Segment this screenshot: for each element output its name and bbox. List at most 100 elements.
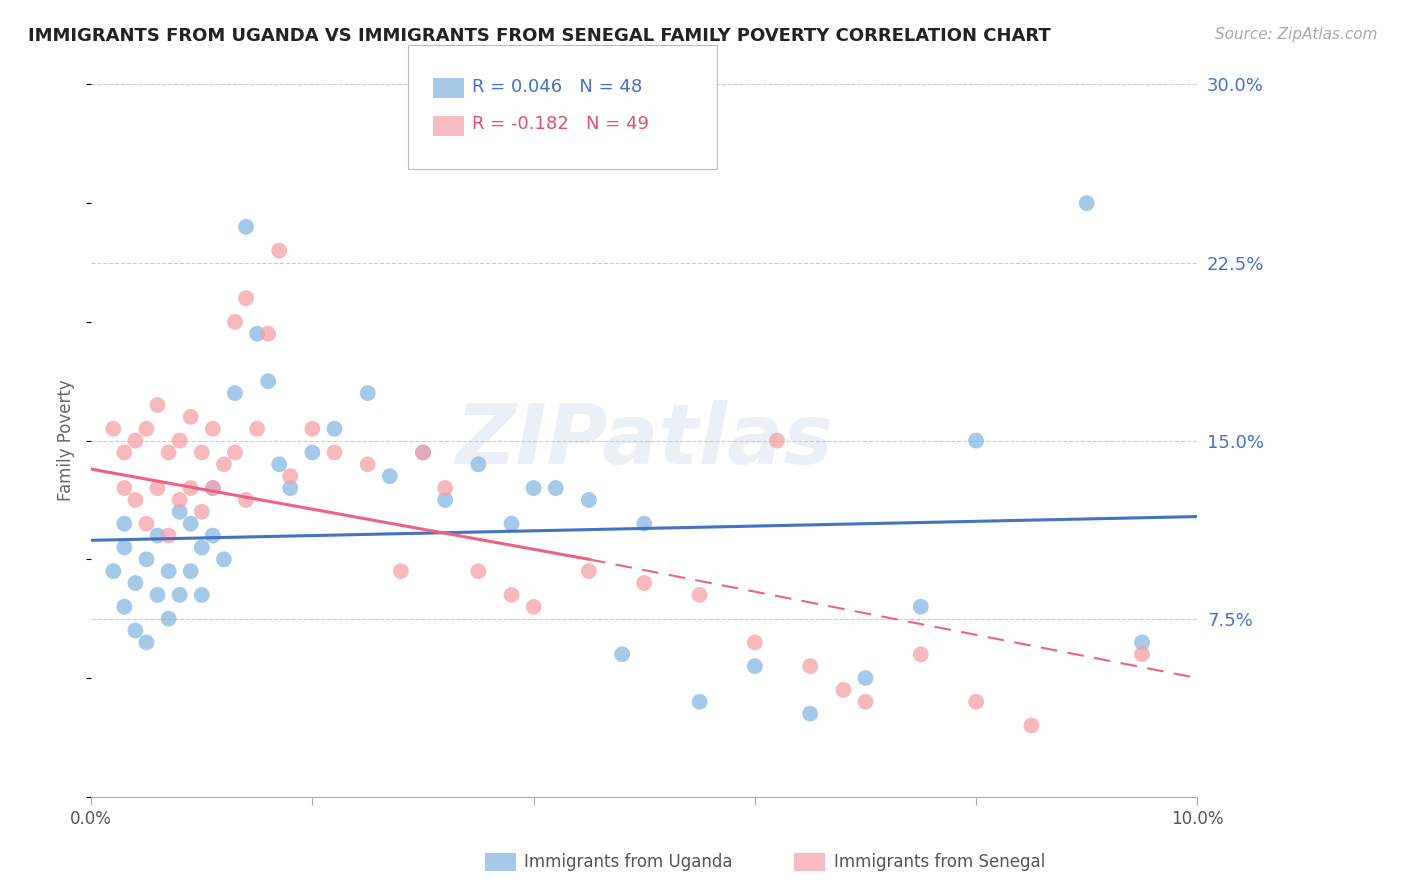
Point (689, 588, 711, 602)
Point (523, 599, 546, 614)
Point (146, 481, 169, 495)
Point (832, 682, 855, 697)
Point (135, 635, 157, 649)
Point (191, 445, 214, 459)
Point (544, 481, 567, 495)
Point (180, 516, 202, 531)
Point (157, 445, 180, 459)
Point (523, 481, 546, 495)
Point (467, 458, 489, 472)
Point (224, 386, 246, 401)
Point (301, 422, 323, 436)
Point (357, 386, 380, 401)
Point (799, 659, 821, 673)
Point (169, 434, 191, 448)
Point (157, 564, 180, 578)
Point (323, 445, 346, 459)
Point (467, 564, 489, 578)
Point (191, 588, 214, 602)
Point (157, 612, 180, 626)
Point (246, 422, 269, 436)
Point (1130, 648, 1153, 662)
Point (169, 505, 191, 519)
Point (146, 528, 169, 542)
Point (135, 422, 157, 436)
Point (124, 624, 146, 638)
Point (910, 599, 932, 614)
Point (412, 445, 434, 459)
Point (412, 445, 434, 459)
Point (434, 481, 457, 495)
Point (235, 219, 257, 234)
Text: R = -0.182   N = 49: R = -0.182 N = 49 (472, 115, 650, 133)
Point (965, 434, 987, 448)
Point (235, 291, 257, 305)
Point (191, 541, 214, 555)
Point (135, 552, 157, 566)
Point (201, 528, 224, 542)
Point (112, 481, 135, 495)
Point (201, 481, 224, 495)
Y-axis label: Family Poverty: Family Poverty (58, 380, 75, 501)
Point (201, 481, 224, 495)
Point (124, 492, 146, 507)
Point (501, 588, 523, 602)
Point (301, 445, 323, 459)
Text: IMMIGRANTS FROM UGANDA VS IMMIGRANTS FROM SENEGAL FAMILY POVERTY CORRELATION CHA: IMMIGRANTS FROM UGANDA VS IMMIGRANTS FRO… (28, 27, 1050, 45)
Point (103, 564, 125, 578)
Point (146, 398, 169, 412)
Point (278, 469, 301, 483)
Point (434, 492, 457, 507)
Point (744, 659, 766, 673)
Point (610, 648, 633, 662)
Point (633, 576, 655, 591)
Point (112, 599, 135, 614)
Text: ZIPatlas: ZIPatlas (456, 401, 834, 481)
Point (157, 528, 180, 542)
Point (224, 315, 246, 329)
Point (1021, 718, 1043, 732)
Point (257, 326, 280, 341)
Point (112, 541, 135, 555)
Point (169, 588, 191, 602)
Point (278, 481, 301, 495)
Point (501, 516, 523, 531)
Text: Immigrants from Senegal: Immigrants from Senegal (834, 853, 1045, 871)
Point (224, 445, 246, 459)
Point (124, 576, 146, 591)
Point (855, 671, 877, 685)
Point (180, 481, 202, 495)
Point (112, 516, 135, 531)
Point (689, 695, 711, 709)
Point (578, 492, 600, 507)
Text: Immigrants from Uganda: Immigrants from Uganda (524, 853, 733, 871)
Point (633, 516, 655, 531)
Point (1130, 635, 1153, 649)
Point (910, 648, 932, 662)
Point (246, 326, 269, 341)
Point (357, 458, 380, 472)
Point (212, 458, 235, 472)
Point (323, 422, 346, 436)
Point (124, 434, 146, 448)
Point (1076, 196, 1098, 211)
Point (378, 469, 401, 483)
Point (235, 492, 257, 507)
Point (269, 458, 291, 472)
Point (103, 422, 125, 436)
Point (965, 695, 987, 709)
Point (799, 706, 821, 721)
Text: Source: ZipAtlas.com: Source: ZipAtlas.com (1215, 27, 1378, 42)
Text: R = 0.046   N = 48: R = 0.046 N = 48 (472, 78, 643, 95)
Point (201, 422, 224, 436)
Point (257, 374, 280, 388)
Point (855, 695, 877, 709)
Point (766, 434, 789, 448)
Point (389, 564, 412, 578)
Point (146, 588, 169, 602)
Point (135, 516, 157, 531)
Point (212, 552, 235, 566)
Point (269, 244, 291, 258)
Point (169, 492, 191, 507)
Point (180, 409, 202, 424)
